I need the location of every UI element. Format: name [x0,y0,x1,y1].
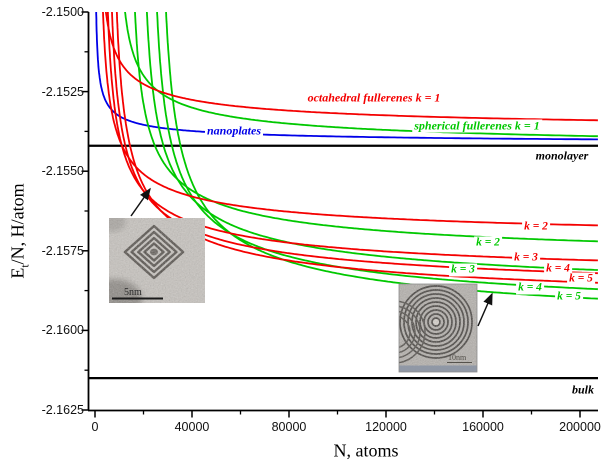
tem-noise-texture [109,218,205,303]
tem-inset-onion-particle: 10nm [398,283,478,373]
curve-label-k-4: k = 4 [544,262,572,276]
curve-spherical-fullerenes-k-4 [156,12,598,291]
curve-label-monolayer: monolayer [535,148,589,163]
scale-text-5nm: 5nm [124,287,142,298]
x-tick-label: 160000 [462,420,504,434]
inset-bottom-strip [399,365,477,372]
y-axis-title: Et/N, H/atom [8,183,33,278]
curve-label-spherical-fullerenes-k-1: spherical fullerenes k = 1 [412,118,542,133]
y-axis-title-subscript: t [17,264,32,268]
tem-noise-texture [399,284,477,372]
y-tick-label: -2.1525 [41,84,84,99]
curve-label-k-5: k = 5 [555,290,583,304]
curve-label-nanoplates: nanoplates [204,123,264,138]
curve-spherical-fullerenes-k-3 [146,12,598,271]
curve-label-k-3: k = 3 [449,263,477,277]
curve-label-k-2: k = 2 [474,236,502,250]
scale-text-10nm: 10nm [448,353,467,362]
y-tick-label: -2.1600 [41,323,84,338]
x-tick-label: 120000 [365,420,407,434]
curve-spherical-fullerenes-k-2 [134,12,598,243]
x-tick-label: 40000 [174,420,210,434]
x-tick-label: 0 [91,420,99,434]
curve-octahedral-fullerenes-k-2 [102,12,598,227]
y-tick-label: -2.1625 [41,403,84,417]
y-axis-title-units: /N, H/atom [7,183,28,265]
tem-inset-octahedral-particle: 5nm [109,218,205,303]
x-axis-title: N, atoms [333,440,399,461]
curve-label-octahedral-fullerenes-k-1: octahedral fullerenes k = 1 [307,90,441,105]
inset-border [398,283,478,373]
y-tick-label: -2.1550 [41,164,84,179]
curve-label-bulk: bulk [571,382,595,397]
arrow-octahedral-inset-to-curves [130,187,151,217]
curve-label-k-5: k = 5 [567,272,595,286]
arrow-onion-inset-to-curves [477,292,493,327]
y-axis-title-symbol: E [7,267,28,279]
curve-label-k-4: k = 4 [516,281,544,295]
curve-label-k-3: k = 3 [512,251,540,265]
y-tick-label: -2.1500 [41,5,84,19]
y-tick-label: -2.1575 [41,243,84,258]
curve-octahedral-fullerenes-k-3 [107,12,598,262]
chart-layer [81,11,598,418]
curve-label-k-2: k = 2 [522,220,550,234]
x-tick-label: 80000 [271,420,307,434]
x-tick-label: 200000 [559,420,601,434]
